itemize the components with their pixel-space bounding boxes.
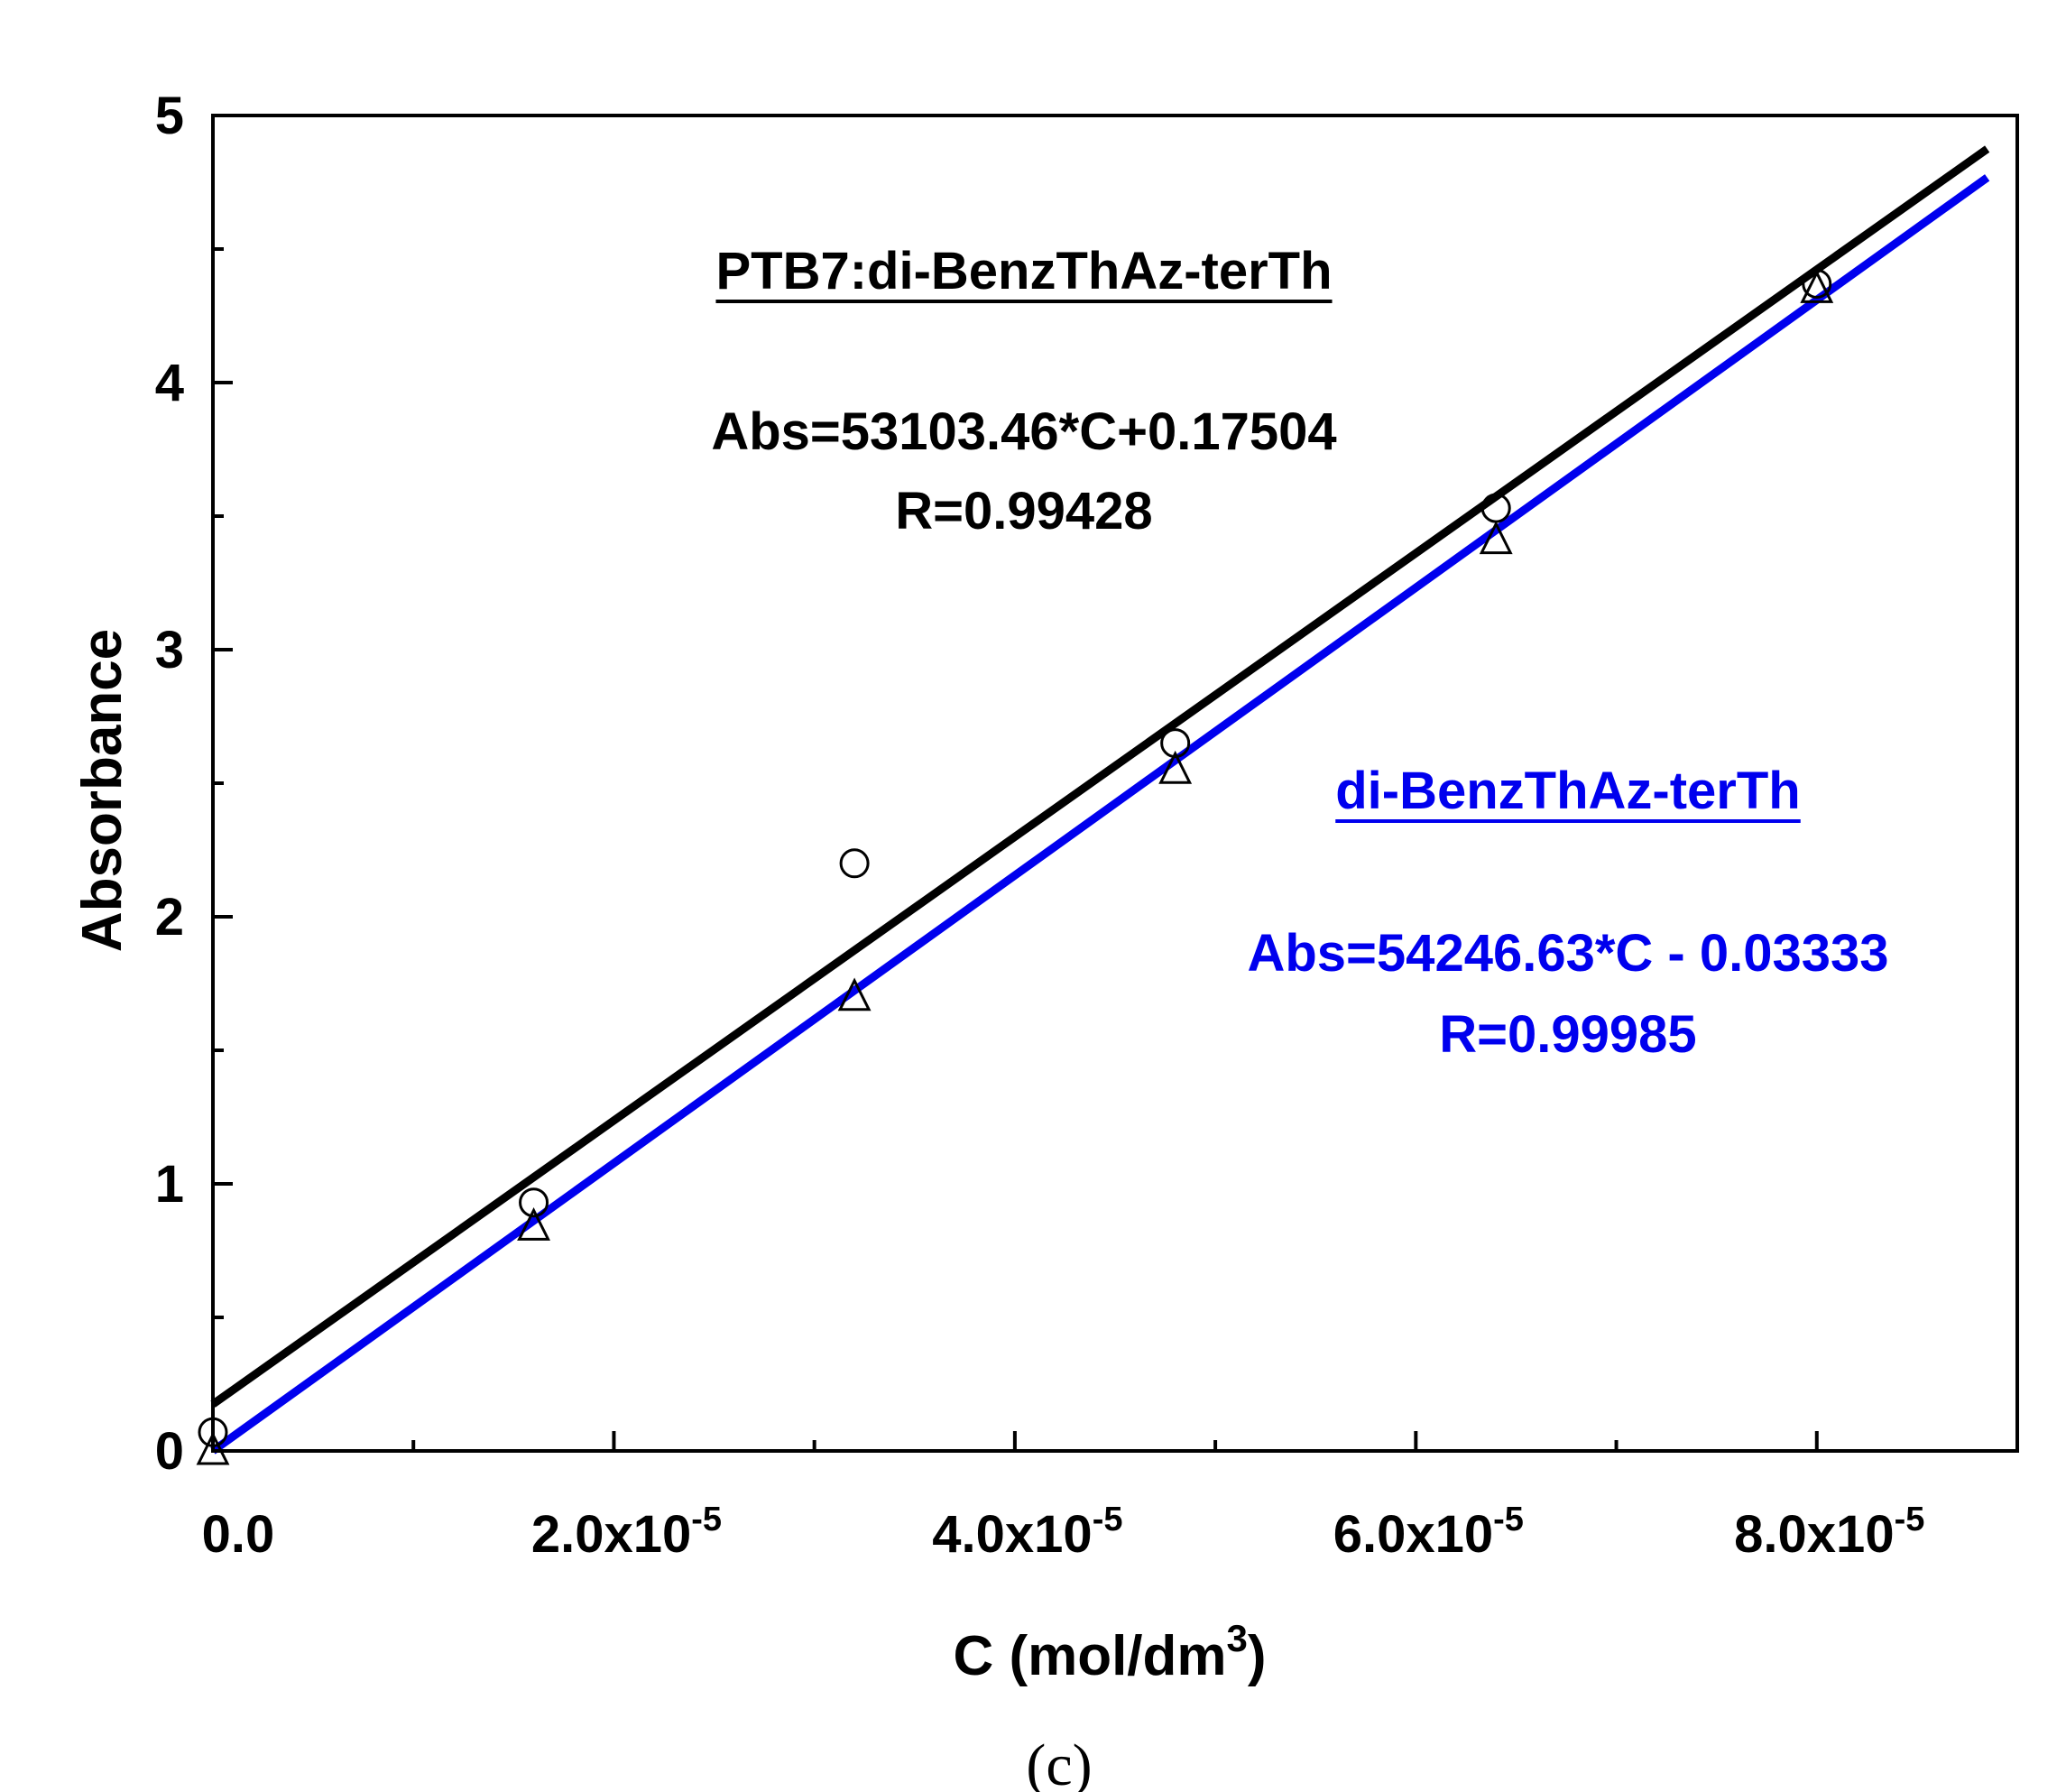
figure-caption: (c) xyxy=(1026,1732,1092,1792)
x-tick-label: 2.0x10-5 xyxy=(531,1501,722,1564)
axis-tick-labels: 0 1 2 3 4 5 0.0 2.0x10-5 4.0x10-5 6.0x10-5 8.0x10-… xyxy=(155,87,1925,1564)
y-tick-label: 4 xyxy=(155,354,184,412)
data-point-triangle xyxy=(517,1207,550,1241)
data-point-circle xyxy=(519,1187,549,1218)
series-2-equation: Abs=54246.63*C - 0.03333 xyxy=(1247,924,1888,983)
series-1-equation: Abs=53103.46*C+0.17504 xyxy=(711,402,1336,461)
y-axis-label: Absorbance xyxy=(71,629,134,952)
fit-lines xyxy=(210,145,1990,1455)
x-tick-label: 6.0x10-5 xyxy=(1333,1501,1524,1564)
x-tick-label: 4.0x10-5 xyxy=(932,1501,1122,1564)
data-point-triangle xyxy=(1158,750,1193,784)
y-tick-label: 1 xyxy=(155,1155,184,1214)
fit-line-series-1 xyxy=(210,145,1990,1408)
series-1-r-value: R=0.99428 xyxy=(895,482,1152,540)
y-tick-label: 2 xyxy=(155,888,184,947)
series-1-title: PTB7:di-BenzThAz-terTh xyxy=(715,242,1332,300)
data-point-triangle xyxy=(1800,270,1834,303)
x-tick-label: 0.0 xyxy=(202,1505,275,1564)
x-tick-label: 8.0x10-5 xyxy=(1734,1501,1924,1564)
series-2-r-value: R=0.99985 xyxy=(1439,1005,1696,1064)
fit-line-series-2 xyxy=(210,174,1990,1455)
series-2-title: di-BenzThAz-terTh xyxy=(1335,762,1801,820)
y-tick-label: 5 xyxy=(155,87,184,145)
data-point-triangle xyxy=(1479,521,1513,555)
y-tick-label: 0 xyxy=(155,1422,184,1481)
data-point-circle xyxy=(1160,728,1191,759)
y-tick-label: 3 xyxy=(155,621,184,679)
data-markers xyxy=(196,268,1834,1465)
axis-ticks xyxy=(211,114,1819,1453)
data-point-triangle xyxy=(837,977,872,1011)
data-point-circle xyxy=(839,848,870,879)
x-axis-label: C (mol/dm3) xyxy=(953,1617,1266,1687)
